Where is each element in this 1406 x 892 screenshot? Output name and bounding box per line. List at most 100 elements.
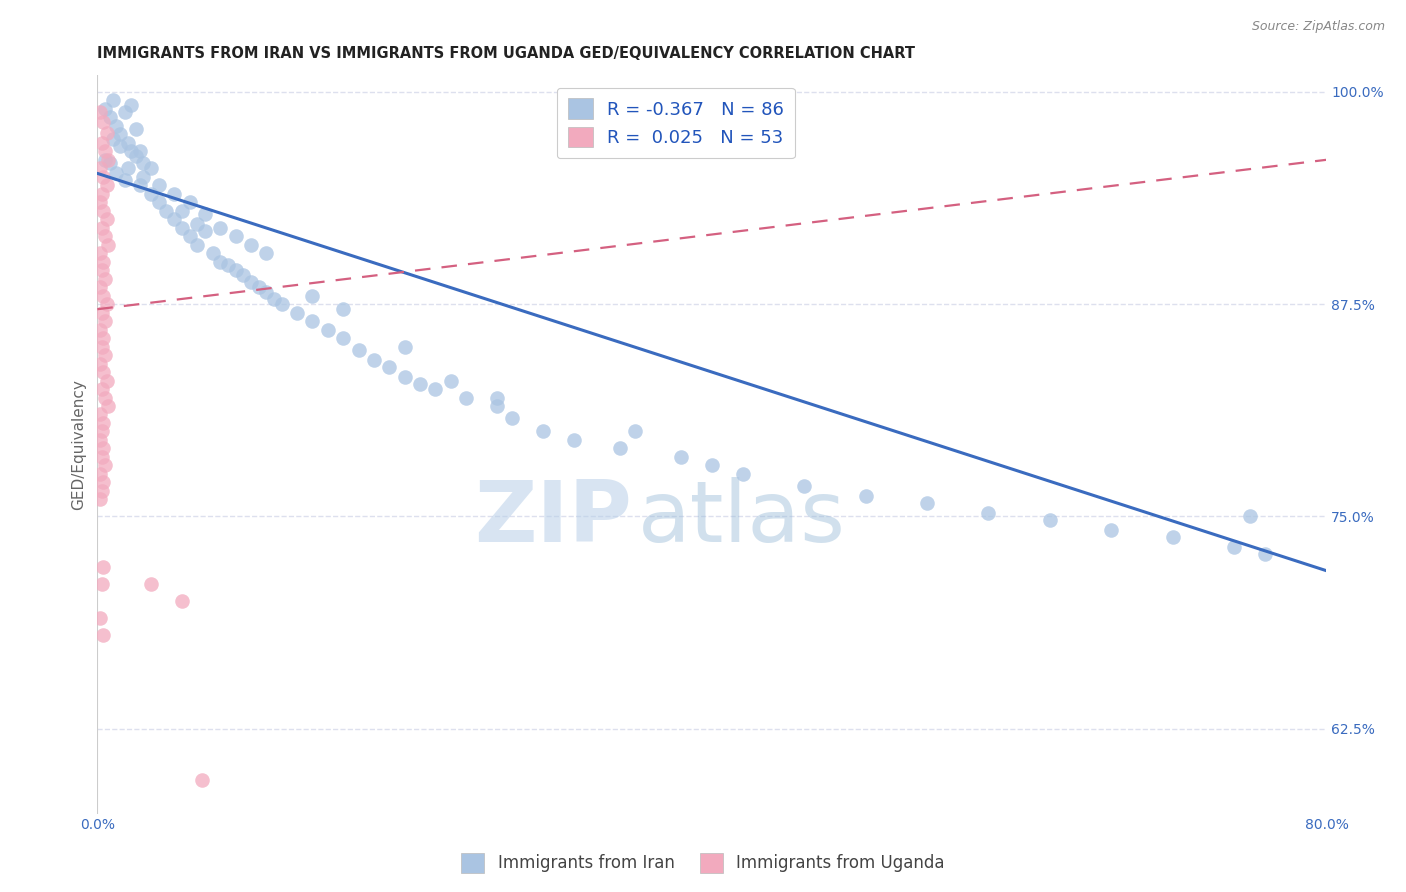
Point <box>1161 530 1184 544</box>
Point <box>700 458 723 473</box>
Point <box>93 203 115 218</box>
Legend: Immigrants from Iran, Immigrants from Uganda: Immigrants from Iran, Immigrants from Ug… <box>454 847 952 880</box>
Point <box>191 772 214 787</box>
Point <box>456 391 478 405</box>
Point <box>98 156 121 170</box>
Point <box>97 399 120 413</box>
Point <box>89 408 111 422</box>
Point <box>93 560 115 574</box>
Point <box>94 102 117 116</box>
Point <box>194 207 217 221</box>
Point <box>91 305 114 319</box>
Point <box>855 489 877 503</box>
Point <box>93 169 115 184</box>
Point <box>94 229 117 244</box>
Point <box>89 611 111 625</box>
Point <box>101 132 124 146</box>
Point <box>114 105 136 120</box>
Point <box>94 271 117 285</box>
Point <box>225 229 247 244</box>
Point <box>139 161 162 176</box>
Point <box>91 382 114 396</box>
Point <box>93 331 115 345</box>
Point <box>209 254 232 268</box>
Legend: R = -0.367   N = 86, R =  0.025   N = 53: R = -0.367 N = 86, R = 0.025 N = 53 <box>557 87 794 158</box>
Point <box>247 280 270 294</box>
Point <box>91 577 114 591</box>
Point <box>139 577 162 591</box>
Point <box>209 220 232 235</box>
Point <box>194 224 217 238</box>
Point <box>89 467 111 481</box>
Point <box>1223 540 1246 554</box>
Point <box>94 391 117 405</box>
Point <box>91 450 114 464</box>
Point <box>301 288 323 302</box>
Point <box>425 382 447 396</box>
Point <box>139 186 162 201</box>
Point <box>98 111 121 125</box>
Point <box>347 343 370 357</box>
Point <box>485 399 508 413</box>
Point <box>129 145 152 159</box>
Point <box>91 186 114 201</box>
Point <box>170 203 193 218</box>
Point <box>179 195 201 210</box>
Point <box>93 416 115 430</box>
Point <box>94 145 117 159</box>
Point <box>263 292 285 306</box>
Point <box>101 94 124 108</box>
Point <box>125 122 148 136</box>
Point <box>97 237 120 252</box>
Point <box>332 331 354 345</box>
Point <box>501 410 523 425</box>
Text: IMMIGRANTS FROM IRAN VS IMMIGRANTS FROM UGANDA GED/EQUIVALENCY CORRELATION CHART: IMMIGRANTS FROM IRAN VS IMMIGRANTS FROM … <box>97 46 915 62</box>
Point <box>120 98 142 112</box>
Point <box>89 246 111 260</box>
Point <box>89 433 111 447</box>
Point <box>669 450 692 464</box>
Point <box>394 340 416 354</box>
Point <box>285 305 308 319</box>
Point <box>117 136 139 150</box>
Text: Source: ZipAtlas.com: Source: ZipAtlas.com <box>1251 20 1385 33</box>
Point <box>254 285 277 300</box>
Point <box>94 153 117 167</box>
Point <box>89 280 111 294</box>
Point <box>225 263 247 277</box>
Text: atlas: atlas <box>638 476 846 559</box>
Point <box>485 391 508 405</box>
Point <box>89 492 111 507</box>
Point <box>1239 509 1261 524</box>
Point <box>93 475 115 490</box>
Point <box>91 340 114 354</box>
Point <box>609 442 631 456</box>
Point <box>170 220 193 235</box>
Point <box>125 149 148 163</box>
Point <box>232 268 254 283</box>
Y-axis label: GED/Equivalency: GED/Equivalency <box>72 379 86 509</box>
Point <box>332 302 354 317</box>
Point <box>96 374 118 388</box>
Point <box>316 323 339 337</box>
Point <box>977 506 1000 520</box>
Point <box>186 237 208 252</box>
Point <box>378 359 401 374</box>
Point <box>94 458 117 473</box>
Point <box>624 425 647 439</box>
Point <box>110 139 132 153</box>
Point <box>89 357 111 371</box>
Point <box>94 348 117 362</box>
Point <box>93 628 115 642</box>
Point <box>117 161 139 176</box>
Point <box>89 323 111 337</box>
Point <box>89 161 111 176</box>
Point <box>148 195 170 210</box>
Point <box>110 128 132 142</box>
Point <box>301 314 323 328</box>
Point <box>114 173 136 187</box>
Point <box>1039 513 1062 527</box>
Point <box>93 365 115 379</box>
Point <box>793 479 815 493</box>
Point <box>363 353 385 368</box>
